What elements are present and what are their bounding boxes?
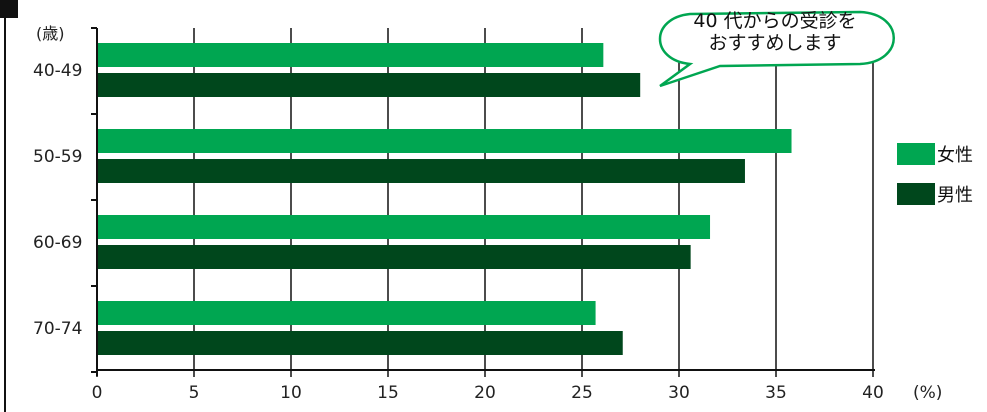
x-tick-label-30: 30 <box>668 383 690 403</box>
bar-40-49-female <box>97 43 604 67</box>
x-tick-label-25: 25 <box>571 383 593 403</box>
x-tick-label-20: 20 <box>474 383 496 403</box>
bar-60-69-female <box>97 215 711 239</box>
speech-bubble <box>658 10 895 88</box>
x-unit-label: (%) <box>913 383 942 403</box>
legend-label-male: 男性 <box>937 185 973 206</box>
y-tick-label-60-69: 60-69 <box>33 233 82 253</box>
bar-70-74-female <box>97 301 596 325</box>
legend-swatch-female <box>897 143 935 165</box>
x-tick-label-35: 35 <box>765 383 787 403</box>
x-tick-label-15: 15 <box>377 383 399 403</box>
legend-item-male: 男性 <box>897 182 973 206</box>
x-tick-label-40: 40 <box>862 383 884 403</box>
y-tick-label-50-59: 50-59 <box>33 147 82 167</box>
x-tick-label-10: 10 <box>280 383 302 403</box>
corner-mark <box>0 0 18 18</box>
bar-50-59-female <box>97 129 792 153</box>
x-tick-label-0: 0 <box>92 383 103 403</box>
x-tick-label-5: 5 <box>189 383 200 403</box>
y-unit-label: (歳) <box>36 24 65 43</box>
legend: 女性 男性 <box>897 142 973 222</box>
legend-swatch-male <box>897 183 935 205</box>
legend-label-female: 女性 <box>937 145 973 166</box>
bubble-line-1: 40 代からの受診を <box>693 10 857 32</box>
y-tick-label-40-49: 40-49 <box>33 61 82 81</box>
legend-item-female: 女性 <box>897 142 973 166</box>
bar-40-49-male <box>97 73 641 97</box>
bubble-text: 40 代からの受診を おすすめします <box>650 10 900 54</box>
bar-50-59-male <box>97 159 745 183</box>
y-tick-label-70-74: 70-74 <box>33 319 82 339</box>
bubble-line-2: おすすめします <box>708 32 842 54</box>
bar-70-74-male <box>97 331 623 355</box>
bar-60-69-male <box>97 245 691 269</box>
